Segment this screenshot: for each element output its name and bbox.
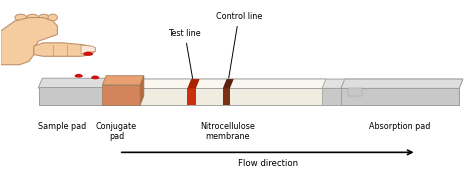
Polygon shape — [348, 88, 362, 96]
Text: Test line: Test line — [168, 29, 201, 81]
Text: Absorption pad: Absorption pad — [369, 122, 431, 131]
Polygon shape — [136, 88, 322, 105]
Text: Flow direction: Flow direction — [237, 159, 298, 168]
Polygon shape — [38, 88, 459, 105]
Text: Sample pad: Sample pad — [38, 122, 86, 131]
Polygon shape — [341, 79, 463, 88]
Polygon shape — [341, 88, 459, 105]
Polygon shape — [102, 85, 140, 105]
Polygon shape — [223, 79, 234, 88]
Ellipse shape — [48, 14, 57, 21]
Polygon shape — [34, 43, 95, 56]
Polygon shape — [136, 79, 326, 88]
Ellipse shape — [15, 14, 27, 21]
Polygon shape — [91, 76, 99, 79]
Polygon shape — [83, 52, 93, 56]
Polygon shape — [38, 88, 105, 105]
Ellipse shape — [27, 14, 38, 21]
Ellipse shape — [38, 14, 49, 21]
Polygon shape — [223, 88, 230, 105]
Text: Conjugate
pad: Conjugate pad — [96, 122, 137, 141]
Polygon shape — [38, 79, 463, 88]
Polygon shape — [81, 45, 95, 54]
Polygon shape — [140, 76, 144, 105]
Polygon shape — [74, 74, 83, 78]
Polygon shape — [38, 78, 109, 88]
Text: Control line: Control line — [216, 12, 262, 78]
Text: Nitrocellulose
membrane: Nitrocellulose membrane — [200, 122, 255, 141]
Polygon shape — [187, 88, 196, 105]
Polygon shape — [102, 76, 144, 85]
Polygon shape — [187, 79, 200, 88]
Polygon shape — [0, 18, 57, 65]
